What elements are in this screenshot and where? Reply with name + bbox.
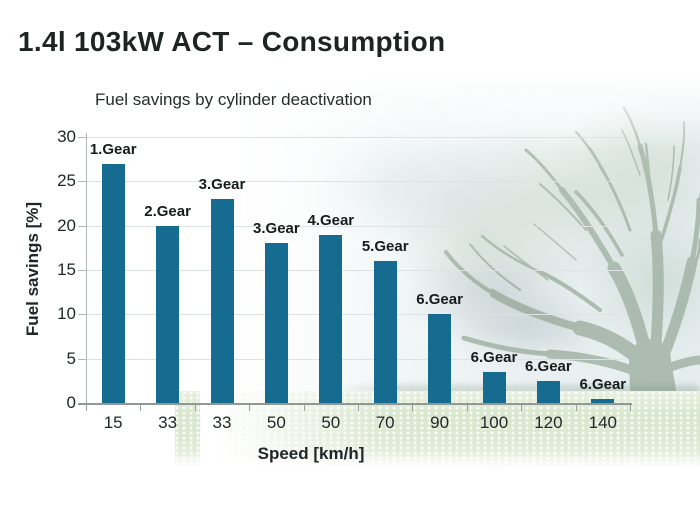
bar-label: 6.Gear <box>470 348 518 366</box>
page-title: 1.4l 103kW ACT – Consumption <box>18 26 446 57</box>
y-axis-title: Fuel savings [%] <box>23 201 42 337</box>
y-tick-label: 5 <box>66 348 76 368</box>
x-tick-mark <box>630 405 631 411</box>
x-tick-label: 90 <box>430 413 450 432</box>
x-tick-mark <box>249 405 251 411</box>
y-tick-label: 0 <box>66 393 76 412</box>
y-tick-mark <box>78 270 86 271</box>
bar <box>210 199 234 403</box>
y-tick-label: 15 <box>57 260 76 279</box>
x-tick-label: 15 <box>103 413 123 432</box>
y-tick-label: 30 <box>57 127 76 146</box>
bar <box>373 261 397 403</box>
bar <box>264 243 288 403</box>
bar-label: 3.Gear <box>198 176 246 194</box>
x-tick-label: 100 <box>479 413 509 432</box>
bar-label: 5.Gear <box>361 238 409 256</box>
x-tick-label: 70 <box>375 413 395 432</box>
y-tick-label: 25 <box>57 171 76 191</box>
y-tick-mark <box>78 225 86 227</box>
x-tick-label: 33 <box>158 413 178 432</box>
bar-label: 3.Gear <box>253 220 300 238</box>
y-axis-line <box>86 133 87 404</box>
bar <box>536 380 560 403</box>
x-tick-mark <box>466 405 468 411</box>
chart-title: Fuel savings by cylinder deactivation <box>95 90 372 109</box>
bar <box>591 398 615 403</box>
x-tick-mark <box>575 405 577 411</box>
y-tick-label: 20 <box>57 215 76 235</box>
bar-label: 2.Gear <box>144 202 191 220</box>
x-tick-mark <box>194 405 196 411</box>
gridline <box>86 181 625 183</box>
y-tick-mark <box>78 137 86 138</box>
x-tick-label: 140 <box>588 413 617 432</box>
bar-label: 6.Gear <box>579 375 627 393</box>
bar-label: 4.Gear <box>307 211 355 229</box>
x-axis-line <box>78 403 632 405</box>
y-tick-label: 10 <box>57 304 76 324</box>
x-tick-label: 33 <box>212 413 232 432</box>
bar <box>428 314 452 403</box>
bar-label: 1.Gear <box>89 140 137 158</box>
photo-fade <box>175 452 700 478</box>
x-tick-mark <box>358 405 359 411</box>
x-tick-label: 50 <box>266 413 286 432</box>
x-axis-title: Speed [km/h] <box>257 444 365 463</box>
bar <box>482 371 506 403</box>
x-tick-mark <box>140 405 142 411</box>
gridline <box>86 314 625 316</box>
y-tick-mark <box>78 181 86 183</box>
bar-label: 6.Gear <box>525 357 572 375</box>
y-tick-mark <box>78 358 86 360</box>
bar-label: 6.Gear <box>416 291 463 309</box>
x-tick-mark <box>521 405 523 411</box>
x-tick-mark <box>303 405 305 411</box>
x-tick-mark <box>86 405 87 411</box>
x-tick-mark <box>412 405 414 411</box>
gridline <box>86 270 625 271</box>
y-tick-mark <box>78 314 86 316</box>
bar <box>319 234 343 403</box>
x-tick-label: 50 <box>321 413 341 432</box>
x-tick-label: 120 <box>534 413 563 432</box>
gridline <box>86 358 625 360</box>
bar <box>156 225 180 403</box>
bar <box>101 163 125 403</box>
gridline <box>86 225 625 227</box>
gridline <box>86 137 625 138</box>
photo-fade <box>205 55 700 150</box>
